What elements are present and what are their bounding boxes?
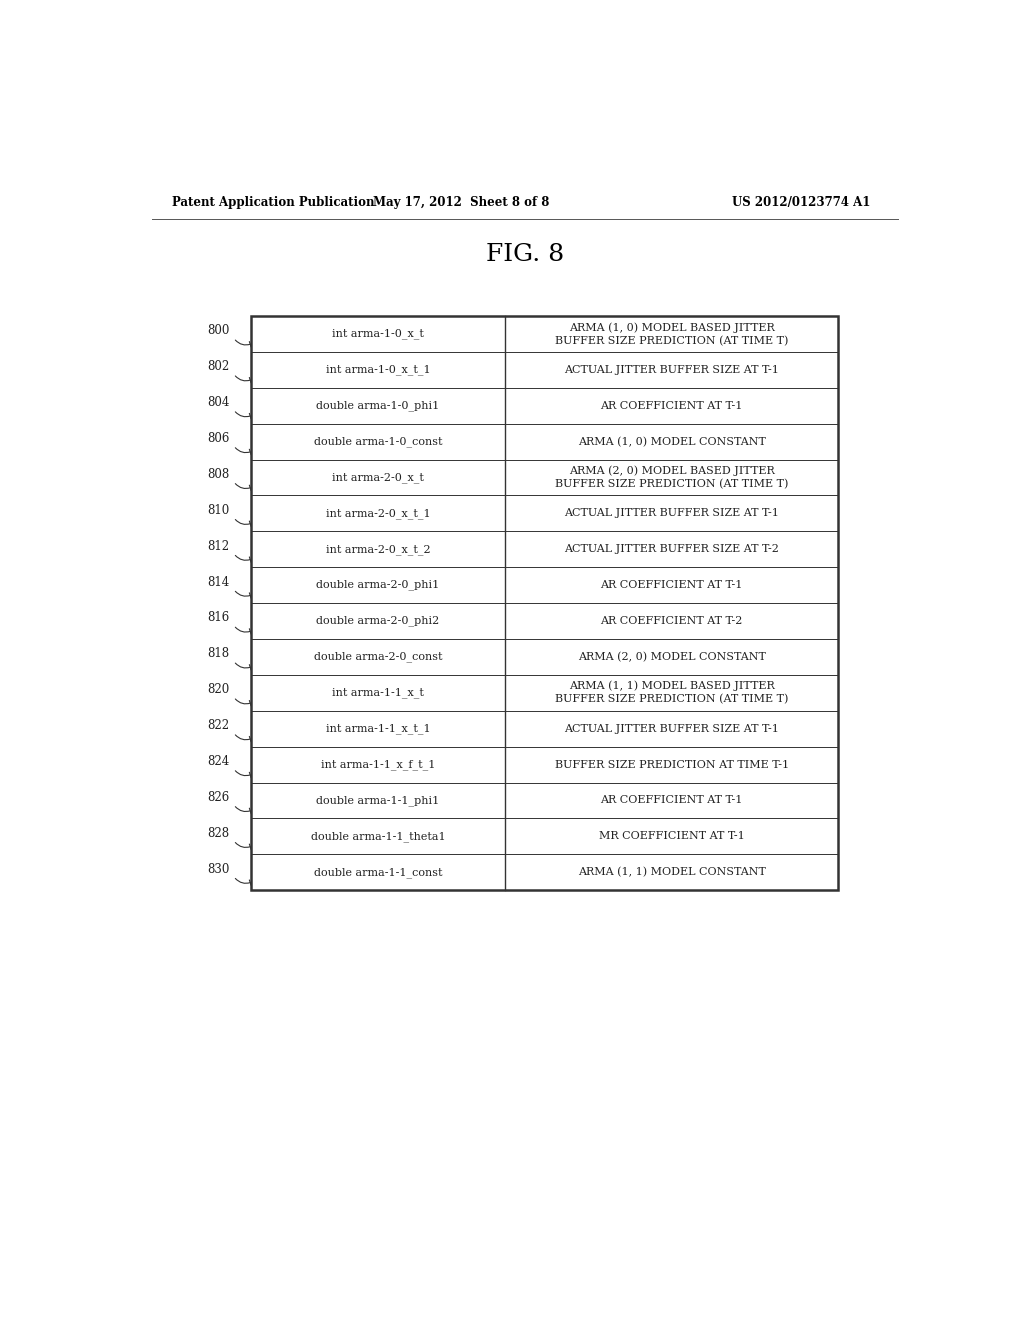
Text: 818: 818 [207,647,229,660]
Text: US 2012/0123774 A1: US 2012/0123774 A1 [731,195,870,209]
Text: MR COEFFICIENT AT T-1: MR COEFFICIENT AT T-1 [599,832,744,841]
Text: double arma-1-0_phi1: double arma-1-0_phi1 [316,400,439,411]
Text: May 17, 2012  Sheet 8 of 8: May 17, 2012 Sheet 8 of 8 [373,195,550,209]
Text: ACTUAL JITTER BUFFER SIZE AT T-2: ACTUAL JITTER BUFFER SIZE AT T-2 [564,544,779,554]
Text: ARMA (2, 0) MODEL BASED JITTER
BUFFER SIZE PREDICTION (AT TIME T): ARMA (2, 0) MODEL BASED JITTER BUFFER SI… [555,466,788,490]
Text: AR COEFFICIENT AT T-1: AR COEFFICIENT AT T-1 [600,796,742,805]
Text: double arma-1-1_theta1: double arma-1-1_theta1 [310,832,445,842]
Text: double arma-1-1_const: double arma-1-1_const [313,867,442,878]
Text: 814: 814 [207,576,229,589]
Text: 810: 810 [207,504,229,517]
Text: double arma-2-0_phi1: double arma-2-0_phi1 [316,579,439,590]
Text: 820: 820 [207,684,229,696]
Text: BUFFER SIZE PREDICTION AT TIME T-1: BUFFER SIZE PREDICTION AT TIME T-1 [555,759,788,770]
Text: 830: 830 [207,863,229,875]
Text: FIG. 8: FIG. 8 [485,243,564,267]
Text: 822: 822 [207,719,229,733]
Text: ACTUAL JITTER BUFFER SIZE AT T-1: ACTUAL JITTER BUFFER SIZE AT T-1 [564,508,779,519]
Text: int arma-2-0_x_t_1: int arma-2-0_x_t_1 [326,508,430,519]
Text: int arma-1-1_x_f_t_1: int arma-1-1_x_f_t_1 [321,759,435,770]
Text: 806: 806 [207,432,229,445]
Text: ARMA (1, 1) MODEL BASED JITTER
BUFFER SIZE PREDICTION (AT TIME T): ARMA (1, 1) MODEL BASED JITTER BUFFER SI… [555,681,788,705]
Text: ARMA (1, 0) MODEL CONSTANT: ARMA (1, 0) MODEL CONSTANT [578,437,766,446]
Text: AR COEFFICIENT AT T-1: AR COEFFICIENT AT T-1 [600,401,742,411]
Text: 812: 812 [207,540,229,553]
Text: 802: 802 [207,360,229,374]
Text: ACTUAL JITTER BUFFER SIZE AT T-1: ACTUAL JITTER BUFFER SIZE AT T-1 [564,723,779,734]
Text: ARMA (1, 0) MODEL BASED JITTER
BUFFER SIZE PREDICTION (AT TIME T): ARMA (1, 0) MODEL BASED JITTER BUFFER SI… [555,322,788,346]
Text: 816: 816 [207,611,229,624]
Text: AR COEFFICIENT AT T-1: AR COEFFICIENT AT T-1 [600,579,742,590]
Text: 826: 826 [207,791,229,804]
Text: 804: 804 [207,396,229,409]
Text: ARMA (2, 0) MODEL CONSTANT: ARMA (2, 0) MODEL CONSTANT [578,652,766,663]
Text: ACTUAL JITTER BUFFER SIZE AT T-1: ACTUAL JITTER BUFFER SIZE AT T-1 [564,364,779,375]
Text: AR COEFFICIENT AT T-2: AR COEFFICIENT AT T-2 [600,616,742,626]
Text: int arma-2-0_x_t: int arma-2-0_x_t [332,473,424,483]
Text: Patent Application Publication: Patent Application Publication [172,195,374,209]
Bar [251,315,839,890]
Text: 828: 828 [207,826,229,840]
Text: int arma-1-0_x_t: int arma-1-0_x_t [332,329,424,339]
Text: int arma-1-1_x_t_1: int arma-1-1_x_t_1 [326,723,430,734]
Text: int arma-1-1_x_t: int arma-1-1_x_t [332,688,424,698]
Text: int arma-1-0_x_t_1: int arma-1-0_x_t_1 [326,364,430,375]
Text: 808: 808 [207,467,229,480]
Text: 824: 824 [207,755,229,768]
Text: int arma-2-0_x_t_2: int arma-2-0_x_t_2 [326,544,430,554]
Text: ARMA (1, 1) MODEL CONSTANT: ARMA (1, 1) MODEL CONSTANT [578,867,766,878]
Text: double arma-1-0_const: double arma-1-0_const [313,436,442,447]
Text: double arma-1-1_phi1: double arma-1-1_phi1 [316,795,439,805]
Text: double arma-2-0_phi2: double arma-2-0_phi2 [316,615,439,627]
Text: double arma-2-0_const: double arma-2-0_const [313,652,442,663]
Text: 800: 800 [207,325,229,338]
